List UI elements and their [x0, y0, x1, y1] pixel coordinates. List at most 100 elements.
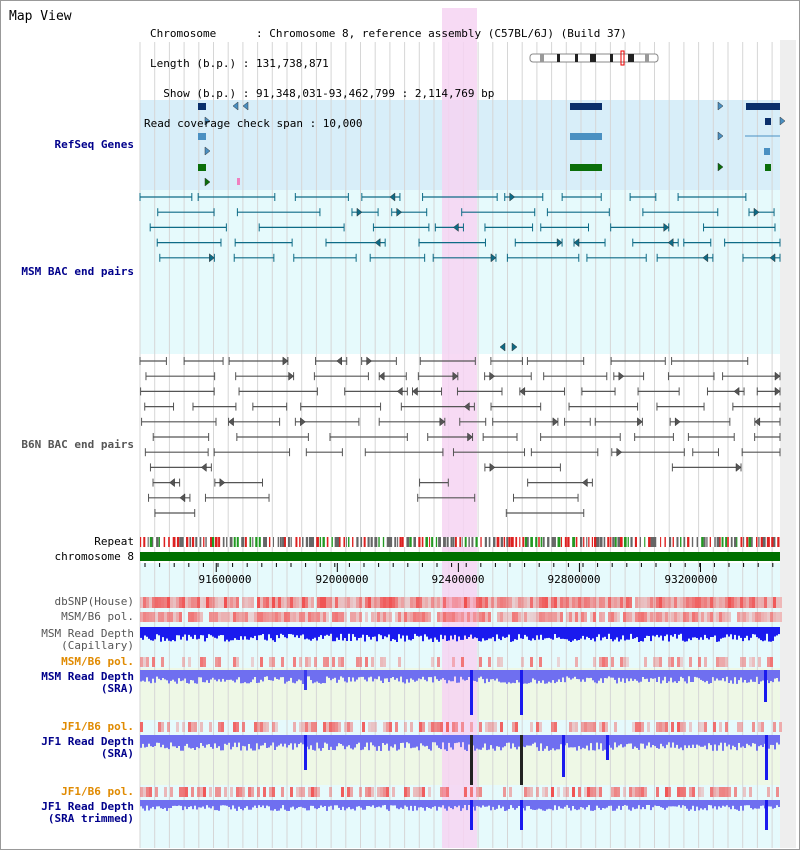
msm-sra-depth-bar [350, 670, 352, 682]
track-label-jf1-depth-sra[interactable]: JF1 Read Depth (SRA) [0, 736, 134, 760]
jf1-trimmed-depth-bar [416, 800, 418, 811]
dbsnp-cell [527, 597, 530, 608]
track-label-msm-depth-sra[interactable]: MSM Read Depth (SRA) [0, 671, 134, 695]
msm-sra-depth-bar [446, 670, 448, 684]
pol-cell [401, 612, 404, 622]
pol-cell [437, 722, 440, 732]
msm-sra-depth-bar [380, 670, 382, 681]
pol-cell [251, 657, 254, 667]
jf1-sra-depth-bar [668, 735, 670, 743]
strand-arrow [463, 402, 470, 412]
msm-capillary-depth-bar [510, 627, 512, 642]
msm-sra-depth-bar [374, 670, 376, 679]
jf1-trimmed-depth-bar [386, 800, 388, 810]
msm-sra-depth-bar [630, 670, 632, 679]
pol-cell [317, 787, 320, 797]
pol-cell [443, 787, 446, 797]
jf1-trimmed-depth-bar [406, 800, 408, 807]
msm-sra-depth-bar [496, 670, 498, 679]
track-label-repeat[interactable]: Repeat [94, 535, 134, 548]
dbsnp-cell [641, 597, 644, 608]
msm-capillary-depth-bar [520, 627, 522, 639]
track-label-msm-b6-pol[interactable]: MSM/B6 pol. [61, 610, 134, 623]
jf1-sra-depth-bar [482, 735, 484, 748]
jf1-sra-depth-bar [464, 735, 466, 750]
jf1-trimmed-depth-bar [304, 800, 306, 809]
track-label-dbsnp[interactable]: dbSNP(House) [54, 595, 134, 608]
track-label-refseq[interactable]: RefSeq Genes [54, 138, 134, 151]
jf1-trimmed-depth-bar [656, 800, 658, 806]
jf1-sra-depth-bar [642, 735, 644, 744]
msm-sra-depth-bar [196, 670, 198, 684]
track-label-chromosome[interactable]: chromosome 8 [54, 550, 134, 563]
msm-sra-depth-bar [618, 670, 620, 678]
dbsnp-cell [683, 597, 686, 608]
msm-capillary-depth-bar [562, 627, 564, 639]
pol-cell [584, 787, 587, 797]
strand-arrow [769, 253, 776, 263]
msm-capillary-depth-bar [496, 627, 498, 635]
msm-capillary-depth-bar [230, 627, 232, 641]
jf1-trimmed-depth-bar [610, 800, 612, 806]
pol-cell [335, 722, 338, 732]
msm-capillary-depth-bar [346, 627, 348, 641]
track-label-msm-depth-capillary[interactable]: MSM Read Depth (Capillary) [0, 628, 134, 652]
jf1-sra-depth-bar [146, 735, 148, 747]
repeat-element [672, 537, 674, 547]
dbsnp-cell [164, 597, 167, 608]
dbsnp-cell [167, 597, 170, 608]
track-label-b6n-bac[interactable]: B6N BAC end pairs [21, 438, 134, 451]
pol-cell [383, 657, 386, 667]
repeat-element [287, 537, 290, 547]
pol-cell [479, 657, 482, 667]
dbsnp-cell [566, 597, 569, 608]
msm-sra-depth-bar [742, 670, 744, 683]
msm-sra-depth-bar [536, 670, 538, 684]
jf1-trimmed-depth-bar [364, 800, 366, 810]
pol-cell [482, 612, 485, 622]
msm-capillary-depth-bar [744, 627, 746, 638]
pol-cell [632, 722, 635, 732]
repeat-element [459, 537, 461, 547]
jf1-sra-depth-bar [212, 735, 214, 749]
msm-capillary-depth-bar [394, 627, 396, 640]
dbsnp-cell [722, 597, 725, 608]
pol-cell [671, 612, 674, 622]
pol-cell [488, 612, 491, 622]
jf1-sra-depth-bar [452, 735, 454, 750]
msm-sra-depth-bar [404, 670, 406, 684]
msm-sra-depth-bar [274, 670, 276, 678]
repeat-element [418, 537, 421, 547]
pol-cell [518, 612, 521, 622]
strand-arrow [552, 417, 559, 427]
pol-cell [350, 787, 353, 797]
pol-cell [320, 612, 323, 622]
jf1-sra-depth-bar [566, 735, 568, 744]
track-label-msm-bac[interactable]: MSM BAC end pairs [21, 265, 134, 278]
msm-capillary-depth-bar [418, 627, 420, 637]
track-label-jf1-b6-pol[interactable]: JF1/B6 pol. [61, 720, 134, 733]
pol-cell [749, 787, 752, 797]
msm-capillary-depth-bar [216, 627, 218, 639]
msm-sra-depth-bar [534, 670, 536, 680]
track-label-jf1-b6-pol-2[interactable]: JF1/B6 pol. [61, 785, 134, 798]
repeat-element [244, 537, 247, 547]
jf1-trimmed-depth-bar [452, 800, 454, 810]
jf1-trimmed-depth-bar [584, 800, 586, 810]
pol-cell [737, 722, 740, 732]
track-label-jf1-depth-trimmed[interactable]: JF1 Read Depth (SRA trimmed) [0, 801, 134, 825]
msm-sra-depth-bar [300, 670, 302, 681]
msm-capillary-depth-bar [360, 627, 362, 638]
jf1-sra-depth-bar [704, 735, 706, 746]
pol-cell [188, 657, 191, 667]
pol-cell [395, 612, 398, 622]
repeat-element [586, 537, 588, 547]
pol-cell [689, 787, 692, 797]
jf1-sra-depth-bar [254, 735, 256, 751]
pol-cell [770, 657, 773, 667]
msm-sra-depth-bar [360, 670, 362, 677]
msm-sra-depth-bar [344, 670, 346, 682]
track-label-msm-b6-pol-2[interactable]: MSM/B6 pol. [61, 655, 134, 668]
pol-cell [440, 612, 443, 622]
